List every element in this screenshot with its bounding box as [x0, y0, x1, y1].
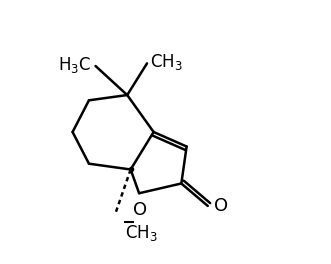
Text: CH$_3$: CH$_3$: [125, 223, 158, 243]
Text: CH$_3$: CH$_3$: [150, 52, 182, 72]
Text: O: O: [214, 197, 228, 215]
Text: H$_3$C: H$_3$C: [58, 55, 92, 75]
Text: O: O: [133, 201, 148, 219]
